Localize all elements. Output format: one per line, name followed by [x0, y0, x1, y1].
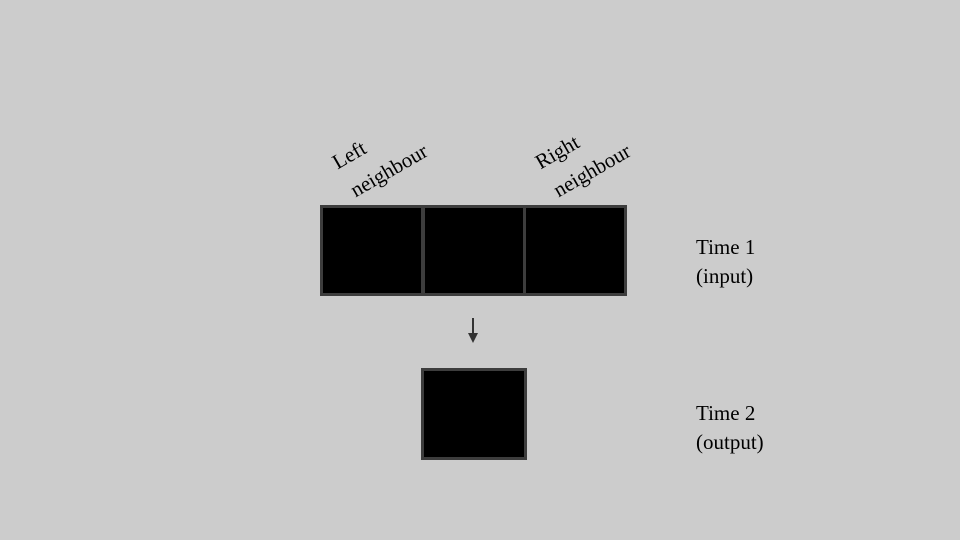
time-2-label-line1: Time 2 — [696, 401, 756, 425]
time-1-label: Time 1 (input) — [696, 233, 755, 291]
center-cell — [422, 205, 526, 296]
time-1-label-line2: (input) — [696, 264, 754, 288]
output-cell — [421, 368, 527, 460]
arrow-down-icon — [468, 318, 478, 343]
time-2-label: Time 2 (output) — [696, 399, 764, 457]
left-neighbour-cell — [320, 205, 424, 296]
time-1-label-line1: Time 1 — [696, 235, 756, 259]
time-2-label-line2: (output) — [696, 430, 764, 454]
right-neighbour-cell — [523, 205, 627, 296]
left-neighbour-label-line1: Left — [328, 135, 371, 174]
